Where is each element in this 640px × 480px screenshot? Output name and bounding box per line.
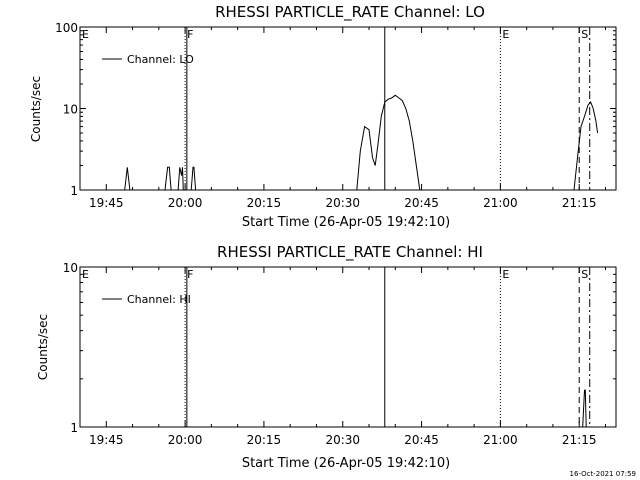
series-line: [582, 389, 587, 428]
event-marker-label: E: [502, 268, 509, 281]
x-tick-label: 20:45: [404, 433, 439, 447]
event-marker-label: F: [187, 28, 193, 41]
y-tick-label: 1: [70, 184, 78, 198]
event-marker-label: S: [581, 28, 588, 41]
x-tick-label: 20:00: [168, 433, 203, 447]
y-tick-label: 10: [63, 103, 78, 117]
chart-title: RHESSI PARTICLE_RATE Channel: LO: [215, 3, 485, 22]
event-marker-label: E: [82, 28, 89, 41]
x-tick-label: 20:15: [247, 433, 282, 447]
x-tick-label: 19:45: [89, 196, 124, 210]
x-tick-label: 20:15: [247, 196, 282, 210]
y-tick-label: 10: [63, 261, 78, 275]
x-tick-label: 20:00: [168, 196, 203, 210]
x-tick-label: 21:00: [483, 433, 518, 447]
chart-title: RHESSI PARTICLE_RATE Channel: HI: [217, 243, 483, 262]
chart-panel-hi: RHESSI PARTICLE_RATE Channel: HI Start T…: [36, 243, 617, 471]
x-tick-label: 21:15: [562, 433, 597, 447]
legend-label: Channel: LO: [127, 53, 194, 66]
chart-panel-lo: RHESSI PARTICLE_RATE Channel: LO Start T…: [29, 3, 617, 230]
event-marker-label: E: [82, 268, 89, 281]
x-tick-label: 19:45: [89, 433, 124, 447]
x-tick-label: 20:30: [325, 196, 360, 210]
series-line: [124, 94, 599, 191]
y-tick-label: 100: [55, 21, 78, 35]
plot-frame: [79, 266, 617, 428]
x-axis-label: Start Time (26-Apr-05 19:42:10): [242, 215, 450, 230]
x-tick-label: 20:45: [404, 196, 439, 210]
y-axis-label: Counts/sec: [29, 76, 43, 142]
x-tick-label: 21:00: [483, 196, 518, 210]
footer-timestamp: 16-Oct-2021 07:59: [570, 470, 636, 478]
x-axis-label: Start Time (26-Apr-05 19:42:10): [242, 456, 450, 471]
plot-frame: [79, 26, 617, 191]
event-marker-label: E: [502, 28, 509, 41]
event-marker-label: F: [187, 268, 193, 281]
event-marker-label: S: [581, 268, 588, 281]
x-tick-label: 21:15: [562, 196, 597, 210]
y-tick-label: 1: [70, 421, 78, 435]
y-axis-label: Counts/sec: [36, 314, 50, 380]
legend-label: Channel: HI: [127, 293, 191, 306]
x-tick-label: 20:30: [325, 433, 360, 447]
